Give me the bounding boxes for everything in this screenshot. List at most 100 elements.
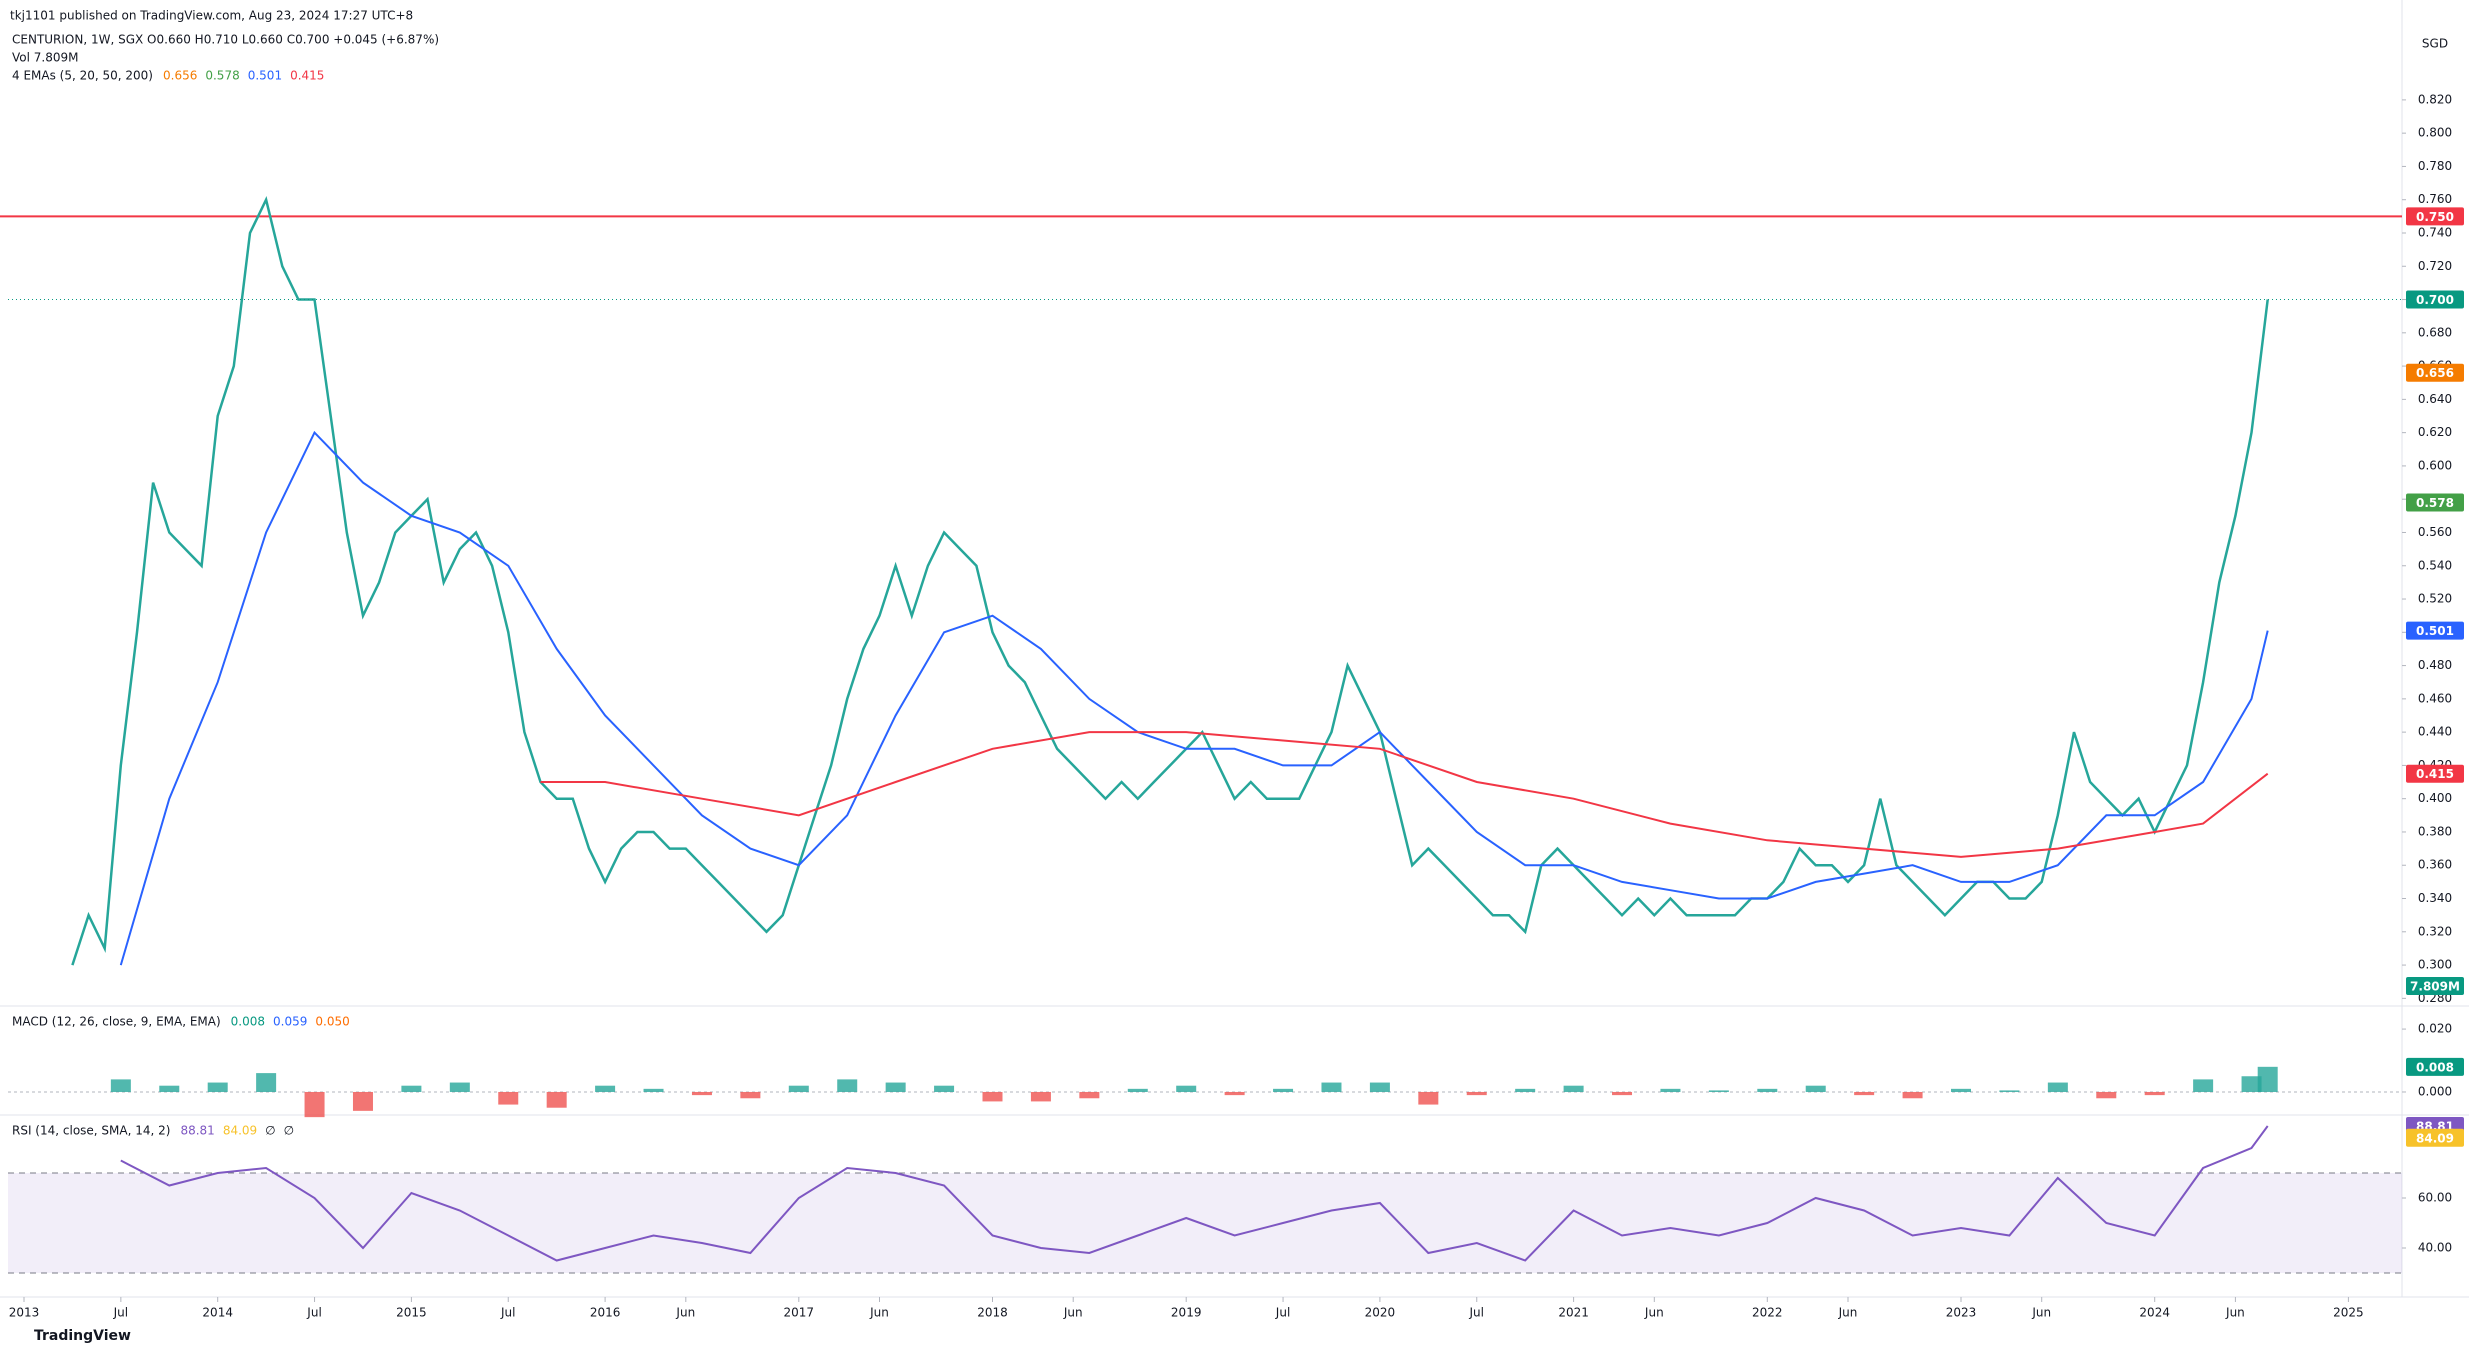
legend-value: 0.050 [315, 1015, 349, 1029]
x-tick-label: 2023 [1946, 1306, 1977, 1320]
histogram-bar [1563, 1085, 1584, 1092]
price-tag-label: 0.415 [2416, 767, 2454, 781]
price-tag-label: 0.700 [2416, 293, 2454, 307]
histogram-bar [1612, 1091, 1633, 1096]
x-tick-label: Jun [1644, 1306, 1664, 1320]
currency: SGD [2422, 37, 2448, 51]
price-tag [2406, 207, 2464, 226]
price-tag-label: 0.656 [2416, 366, 2454, 380]
histogram-bar [1369, 1082, 1390, 1092]
histogram-bar [449, 1082, 470, 1092]
histogram-bar [1466, 1091, 1487, 1096]
histogram-bar [885, 1082, 906, 1092]
legend-value: ∅ [284, 1124, 294, 1138]
price-tag [2406, 363, 2464, 382]
legend-value: 88.81 [180, 1124, 214, 1138]
histogram-bar [2144, 1091, 2165, 1096]
y-tick-label: 0.480 [2418, 658, 2452, 672]
histogram-bar [546, 1091, 567, 1108]
histogram-bar [1999, 1090, 2020, 1092]
x-tick-label: 2015 [396, 1306, 427, 1320]
y-tick-label: 0.340 [2418, 891, 2452, 905]
x-tick-label: Jun [869, 1306, 889, 1320]
x-tick-label: Jul [306, 1306, 321, 1320]
y-tick-label: 0.020 [2418, 1022, 2452, 1036]
histogram-bar [2193, 1079, 2214, 1092]
y-tick-label: 40.00 [2418, 1241, 2452, 1255]
y-tick-label: 0.360 [2418, 858, 2452, 872]
histogram-bar [1854, 1091, 1875, 1096]
volume-tag [2406, 977, 2464, 995]
histogram-bar [352, 1091, 373, 1111]
y-tick-label: 0.000 [2418, 1084, 2452, 1098]
legend-value: 0.578 [205, 69, 239, 83]
histogram-bar [1127, 1088, 1148, 1092]
price-tag [2406, 1128, 2464, 1147]
x-tick-label: 2016 [590, 1306, 621, 1320]
price-tag-label: 0.501 [2416, 624, 2454, 638]
histogram-bar [498, 1091, 519, 1105]
x-tick-label: Jun [1838, 1306, 1858, 1320]
histogram-bar [1321, 1082, 1342, 1092]
legend-value: 0.415 [290, 69, 324, 83]
y-tick-label: 0.600 [2418, 458, 2452, 472]
y-tick-label: 0.300 [2418, 958, 2452, 972]
series-line [120, 1125, 2269, 1262]
price-tag [2406, 1057, 2464, 1076]
histogram-bar [1708, 1090, 1729, 1092]
series-line [119, 430, 2269, 966]
x-tick-label: Jul [1275, 1306, 1290, 1320]
series-line [71, 196, 2269, 966]
legend-value: 0.008 [231, 1015, 265, 1029]
x-tick-label: Jun [2031, 1306, 2051, 1320]
y-tick-label: 60.00 [2418, 1191, 2452, 1205]
x-tick-label: 2025 [2333, 1306, 2364, 1320]
x-tick-label: 2014 [202, 1306, 233, 1320]
histogram-bar [643, 1088, 664, 1092]
histogram-bar [740, 1091, 761, 1099]
histogram-bar [1176, 1085, 1197, 1092]
histogram-bar [2096, 1091, 2117, 1099]
histogram-bar [2047, 1082, 2068, 1092]
histogram-bar [159, 1085, 180, 1092]
legend-value: ∅ [265, 1124, 275, 1138]
histogram-bar [1418, 1091, 1439, 1105]
price-tag-label: 84.09 [2416, 1131, 2454, 1145]
legend-title: 4 EMAs (5, 20, 50, 200) [12, 69, 153, 83]
x-tick-label: 2022 [1752, 1306, 1783, 1320]
histogram-bar [1224, 1091, 1245, 1096]
legend-value: 0.656 [163, 69, 197, 83]
histogram-bar [595, 1085, 616, 1092]
y-tick-label: 0.720 [2418, 259, 2452, 273]
histogram-bar [304, 1091, 325, 1118]
histogram-bar [2241, 1076, 2262, 1092]
price-tag-label: 0.008 [2416, 1060, 2454, 1074]
price-tag [2406, 493, 2464, 512]
histogram-bar [1030, 1091, 1051, 1102]
x-tick-label: Jul [113, 1306, 128, 1320]
y-tick-label: 0.540 [2418, 558, 2452, 572]
x-tick-label: 2021 [1558, 1306, 1589, 1320]
volume-tag-label: 7.809M [2410, 980, 2460, 994]
histogram-bar [1902, 1091, 1923, 1099]
y-tick-label: 0.320 [2418, 924, 2452, 938]
x-tick-label: 2020 [1365, 1306, 1396, 1320]
x-tick-label: 2013 [9, 1306, 40, 1320]
histogram-bar [2257, 1066, 2278, 1092]
y-tick-label: 0.760 [2418, 192, 2452, 206]
histogram-bar [1757, 1088, 1778, 1092]
price-tag-label: 0.750 [2416, 210, 2454, 224]
histogram-bar [110, 1079, 131, 1092]
histogram-bar [837, 1079, 858, 1092]
legend-value: 0.501 [248, 69, 282, 83]
legend-title: MACD (12, 26, close, 9, EMA, EMA) [12, 1015, 221, 1029]
y-tick-label: 0.400 [2418, 791, 2452, 805]
footer: TradingView [34, 1328, 131, 1344]
histogram-bar [982, 1091, 1003, 1102]
y-tick-label: 0.560 [2418, 525, 2452, 539]
histogram-bar [1660, 1088, 1681, 1092]
y-tick-label: 0.820 [2418, 92, 2452, 106]
x-tick-label: Jul [1469, 1306, 1484, 1320]
